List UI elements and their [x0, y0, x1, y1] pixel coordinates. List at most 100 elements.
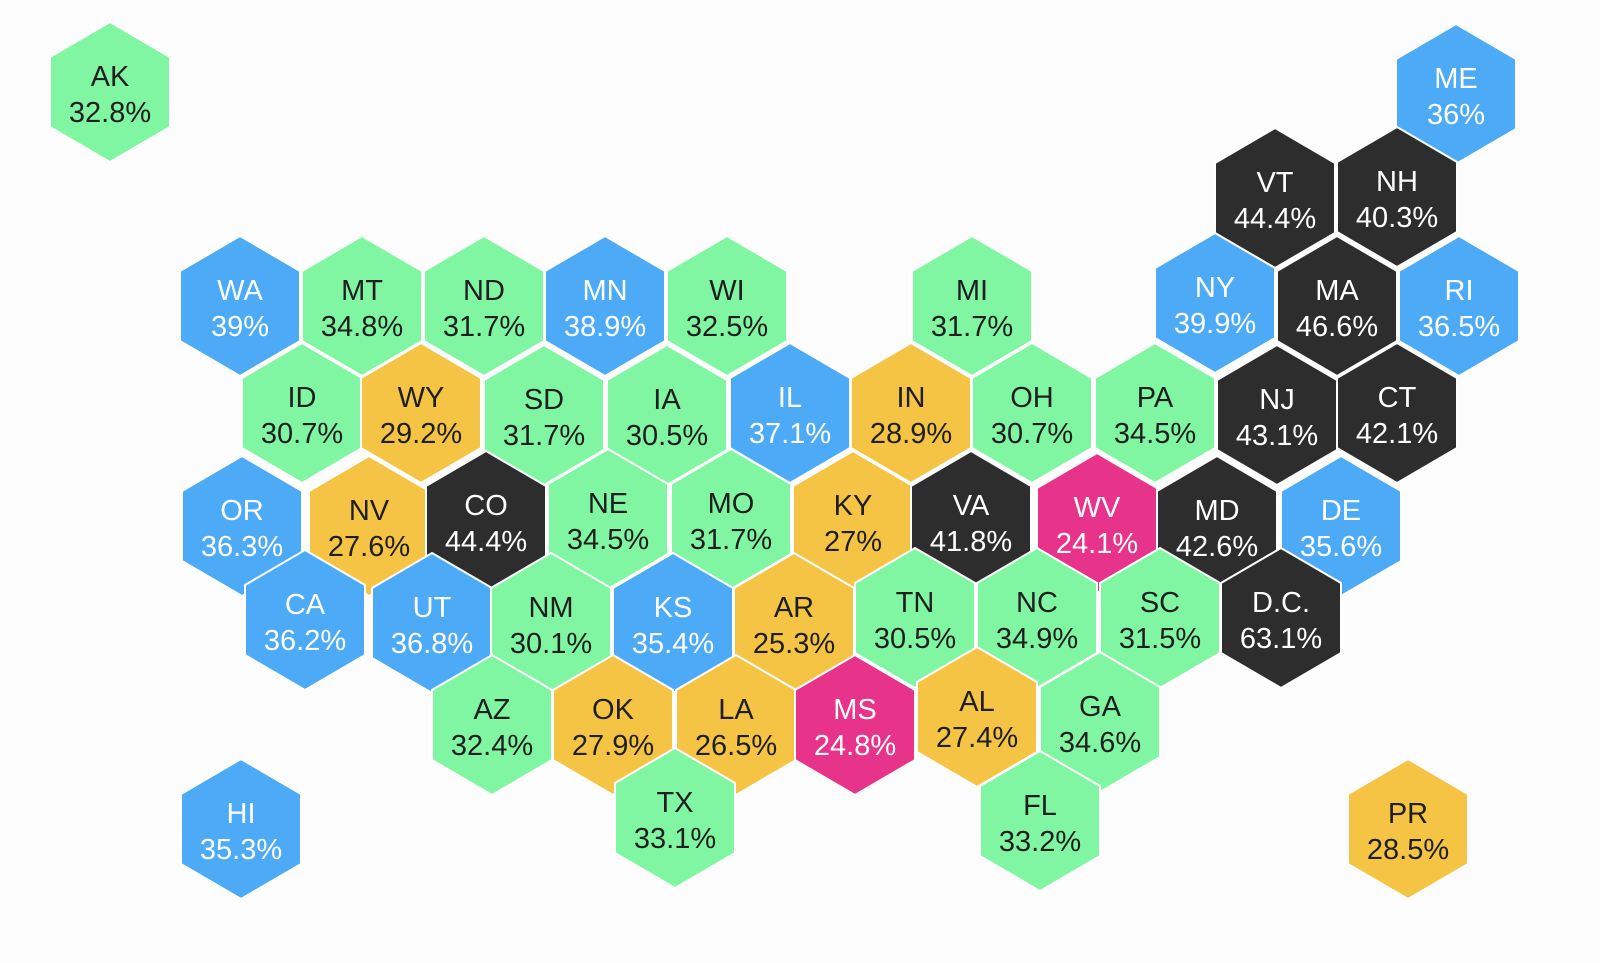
- state-value-ks: 35.4%: [632, 628, 714, 660]
- state-abbr-ks: KS: [654, 592, 693, 624]
- hex-shape-d-c: [1220, 546, 1342, 690]
- hex-tile-me: ME 36%: [1395, 22, 1517, 166]
- state-value-ga: 34.6%: [1059, 727, 1141, 759]
- hex-tile-wa: WA 39%: [179, 234, 301, 378]
- state-value-az: 32.4%: [451, 730, 533, 762]
- hex-tile-hi: HI 35.3%: [180, 757, 302, 901]
- state-value-nh: 40.3%: [1356, 202, 1438, 234]
- hex-shape-ma: [1276, 234, 1398, 378]
- hex-tile-wi: WI 32.5%: [666, 234, 788, 378]
- state-value-mo: 31.7%: [690, 524, 772, 556]
- state-value-md: 42.6%: [1176, 531, 1258, 563]
- state-value-nd: 31.7%: [443, 311, 525, 343]
- hex-tile-sd: SD 31.7%: [483, 343, 605, 487]
- hex-shape-tx: [614, 746, 736, 890]
- state-value-tn: 30.5%: [874, 623, 956, 655]
- state-value-va: 41.8%: [930, 526, 1012, 558]
- hex-shape-ny: [1154, 231, 1276, 375]
- hex-tile-ok: OK 27.9%: [552, 653, 674, 797]
- hex-tile-mt: MT 34.8%: [301, 234, 423, 378]
- state-abbr-me: ME: [1434, 63, 1478, 95]
- state-value-il: 37.1%: [749, 418, 831, 450]
- state-value-ms: 24.8%: [814, 730, 896, 762]
- hex-tile-nd: ND 31.7%: [423, 234, 545, 378]
- hex-tile-pa: PA 34.5%: [1094, 341, 1216, 485]
- state-value-oh: 30.7%: [991, 418, 1073, 450]
- hex-shape-fl: [979, 749, 1101, 893]
- state-abbr-tx: TX: [656, 787, 693, 819]
- state-abbr-pr: PR: [1388, 798, 1428, 830]
- state-abbr-ok: OK: [592, 694, 635, 726]
- state-value-mt: 34.8%: [321, 311, 403, 343]
- state-value-ia: 30.5%: [626, 420, 708, 452]
- state-abbr-ar: AR: [774, 592, 814, 624]
- hex-shape-wi: [666, 234, 788, 378]
- state-value-pr: 28.5%: [1367, 834, 1449, 866]
- hex-tile-mo: MO 31.7%: [670, 447, 792, 591]
- state-abbr-hi: HI: [227, 798, 256, 830]
- state-abbr-co: CO: [464, 490, 508, 522]
- hex-tile-tx: TX 33.1%: [614, 746, 736, 890]
- hex-shape-oh: [971, 341, 1093, 485]
- hex-tile-ne: NE 34.5%: [547, 447, 669, 591]
- state-abbr-wa: WA: [217, 275, 263, 307]
- state-value-de: 35.6%: [1300, 531, 1382, 563]
- hex-tile-ak: AK 32.8%: [49, 20, 171, 164]
- state-abbr-ca: CA: [285, 589, 326, 621]
- hex-shape-mi: [911, 234, 1033, 378]
- state-value-la: 26.5%: [695, 730, 777, 762]
- hex-tile-ma: MA 46.6%: [1276, 234, 1398, 378]
- state-value-ne: 34.5%: [567, 524, 649, 556]
- hex-tile-oh: OH 30.7%: [971, 341, 1093, 485]
- state-value-tx: 33.1%: [634, 823, 716, 855]
- state-abbr-nm: NM: [528, 592, 573, 624]
- hex-tile-ky: KY 27%: [792, 449, 914, 593]
- state-abbr-sc: SC: [1140, 587, 1180, 619]
- state-abbr-nd: ND: [463, 275, 505, 307]
- hex-shape-ak: [49, 20, 171, 164]
- state-abbr-wv: WV: [1074, 492, 1121, 524]
- hex-tile-d-c: D.C. 63.1%: [1220, 546, 1342, 690]
- state-value-ky: 27%: [824, 526, 882, 558]
- hex-tile-va: VA 41.8%: [910, 449, 1032, 593]
- hex-tile-nh: NH 40.3%: [1336, 125, 1458, 269]
- state-value-nc: 34.9%: [996, 623, 1078, 655]
- state-value-fl: 33.2%: [999, 826, 1081, 858]
- hex-tile-ia: IA 30.5%: [606, 343, 728, 487]
- state-abbr-ms: MS: [833, 694, 877, 726]
- state-value-me: 36%: [1427, 99, 1485, 131]
- state-value-ar: 25.3%: [753, 628, 835, 660]
- state-value-wy: 29.2%: [380, 418, 462, 450]
- state-abbr-tn: TN: [896, 587, 935, 619]
- state-abbr-ut: UT: [413, 592, 452, 624]
- hex-shape-nh: [1336, 125, 1458, 269]
- hex-shape-ms: [794, 653, 916, 797]
- state-abbr-la: LA: [718, 694, 754, 726]
- state-abbr-mt: MT: [341, 275, 383, 307]
- hex-shape-ct: [1336, 341, 1458, 485]
- state-abbr-il: IL: [778, 382, 802, 414]
- state-abbr-in: IN: [897, 382, 926, 414]
- state-value-sc: 31.5%: [1119, 623, 1201, 655]
- state-value-wi: 32.5%: [686, 311, 768, 343]
- hex-tile-fl: FL 33.2%: [979, 749, 1101, 893]
- state-value-ok: 27.9%: [572, 730, 654, 762]
- hex-tile-pr: PR 28.5%: [1347, 757, 1469, 901]
- hex-shape-ri: [1398, 234, 1520, 378]
- state-value-or: 36.3%: [201, 531, 283, 563]
- hex-shape-pa: [1094, 341, 1216, 485]
- state-abbr-nh: NH: [1376, 166, 1418, 198]
- state-value-mi: 31.7%: [931, 311, 1013, 343]
- hex-tile-mn: MN 38.9%: [544, 234, 666, 378]
- state-value-al: 27.4%: [936, 722, 1018, 754]
- state-abbr-pa: PA: [1137, 382, 1174, 414]
- hex-tile-ks: KS 35.4%: [612, 551, 734, 695]
- state-value-wv: 24.1%: [1056, 528, 1138, 560]
- state-abbr-or: OR: [220, 495, 264, 527]
- hex-tile-wy: WY 29.2%: [360, 341, 482, 485]
- hex-tile-ms: MS 24.8%: [794, 653, 916, 797]
- state-value-nv: 27.6%: [328, 531, 410, 563]
- hex-tile-al: AL 27.4%: [916, 645, 1038, 789]
- hex-tile-md: MD 42.6%: [1156, 454, 1278, 598]
